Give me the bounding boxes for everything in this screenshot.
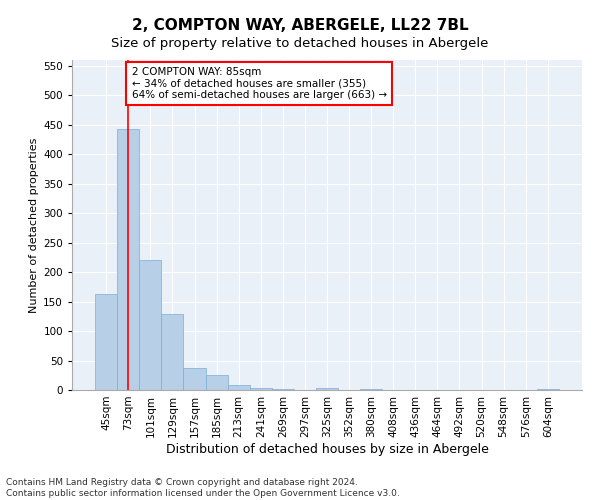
Bar bbox=[206, 376, 227, 390]
X-axis label: Distribution of detached houses by size in Abergele: Distribution of detached houses by size … bbox=[166, 442, 488, 456]
Bar bbox=[537, 389, 559, 390]
Bar bbox=[161, 314, 184, 390]
Bar bbox=[117, 129, 139, 390]
Bar bbox=[250, 388, 272, 390]
Text: Size of property relative to detached houses in Abergele: Size of property relative to detached ho… bbox=[112, 38, 488, 51]
Text: 2 COMPTON WAY: 85sqm
← 34% of detached houses are smaller (355)
64% of semi-deta: 2 COMPTON WAY: 85sqm ← 34% of detached h… bbox=[131, 67, 387, 100]
Text: 2, COMPTON WAY, ABERGELE, LL22 7BL: 2, COMPTON WAY, ABERGELE, LL22 7BL bbox=[131, 18, 469, 32]
Text: Contains HM Land Registry data © Crown copyright and database right 2024.
Contai: Contains HM Land Registry data © Crown c… bbox=[6, 478, 400, 498]
Bar bbox=[227, 384, 250, 390]
Bar bbox=[184, 368, 206, 390]
Bar bbox=[139, 260, 161, 390]
Bar bbox=[316, 388, 338, 390]
Bar bbox=[95, 294, 117, 390]
Y-axis label: Number of detached properties: Number of detached properties bbox=[29, 138, 39, 312]
